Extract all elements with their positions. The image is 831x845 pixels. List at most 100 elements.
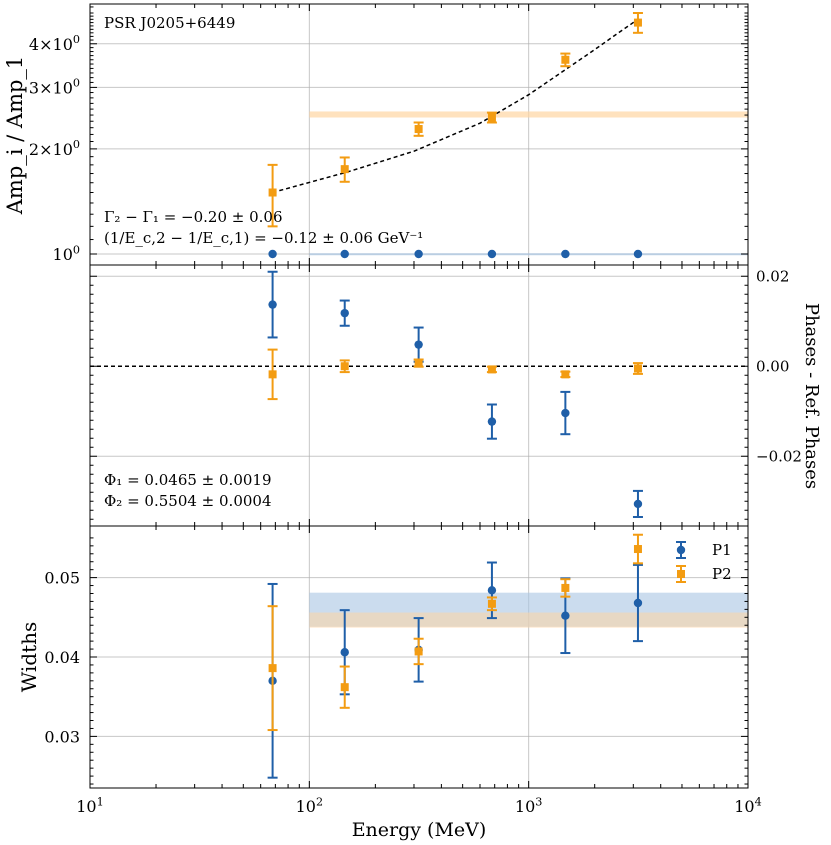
point-p2 <box>413 358 424 368</box>
x-tick-label: 101 <box>76 795 103 816</box>
point-p1 <box>632 563 643 643</box>
fit-curve <box>272 18 639 194</box>
point-p2 <box>560 52 571 68</box>
marker-circle <box>268 300 277 309</box>
marker-circle <box>561 611 570 620</box>
amplitude-annotation-cutoff: (1/E_c,2 − 1/E_c,1) = −0.12 ± 0.06 GeV⁻¹ <box>104 229 423 247</box>
marker-square <box>340 165 349 174</box>
point-p2 <box>339 156 350 183</box>
point-p1 <box>267 270 278 339</box>
energy-xlabel: Energy (MeV) <box>352 819 487 841</box>
point-p2 <box>339 665 350 709</box>
marker-circle <box>268 249 277 259</box>
point-p1 <box>632 489 643 518</box>
point-p1 <box>633 249 643 259</box>
marker-circle <box>340 648 349 657</box>
point-p2 <box>632 533 643 565</box>
point-p2 <box>486 596 497 612</box>
point-p2 <box>267 163 278 228</box>
point-p2 <box>267 348 278 401</box>
marker-square <box>487 365 496 374</box>
phase-annotation-phi2: Φ₂ = 0.5504 ± 0.0004 <box>104 492 272 510</box>
marker-circle <box>487 249 497 259</box>
point-p1 <box>486 403 497 440</box>
y-tick-label: 100 <box>53 243 80 264</box>
point-p1 <box>340 249 349 259</box>
band-p1 <box>309 253 748 256</box>
phases-ylabel: Phases - Ref. Phases <box>801 303 822 489</box>
point-p2 <box>413 637 424 666</box>
legend-p1-label: P1 <box>712 541 732 559</box>
y-tick-label: 4×100 <box>29 33 80 54</box>
tick-labels: 101 102 103 104 100 2×100 3×100 4×100 0.02 0.00 −0… <box>29 33 802 816</box>
legend-p2-marker <box>676 565 686 583</box>
widths-ylabel: Widths <box>17 622 41 693</box>
marker-circle <box>414 249 423 259</box>
point-p1 <box>413 326 424 363</box>
marker-square <box>561 583 570 592</box>
marker-square <box>561 55 570 64</box>
point-p2 <box>339 359 350 374</box>
y-tick-label: 0.04 <box>44 648 80 667</box>
legend: P1 P2 <box>676 541 732 583</box>
marker-circle <box>487 586 497 595</box>
legend-p1-marker <box>676 541 686 559</box>
marker-circle <box>414 340 423 349</box>
marker-square <box>268 188 277 197</box>
marker-square <box>633 364 642 373</box>
marker-circle <box>633 249 643 259</box>
marker-circle <box>340 308 349 318</box>
x-tick-label: 102 <box>296 795 323 816</box>
marker-circle <box>633 499 643 509</box>
marker-square <box>633 18 642 27</box>
marker-square <box>414 647 423 656</box>
point-p2 <box>486 365 497 374</box>
marker-circle <box>633 598 643 608</box>
marker-square <box>340 683 349 692</box>
point-p2 <box>560 578 571 598</box>
point-p2 <box>632 362 643 375</box>
marker-circle <box>340 249 349 259</box>
marker-square <box>487 599 496 608</box>
marker-square <box>561 370 570 379</box>
y-tick-label: −0.02 <box>756 447 802 465</box>
point-p1 <box>339 299 350 327</box>
marker-square <box>633 545 642 554</box>
band-p2 <box>309 111 748 118</box>
point-p2 <box>486 111 497 124</box>
point-p1 <box>560 390 571 436</box>
point-p1 <box>414 249 423 259</box>
y-tick-label: 0.05 <box>44 569 80 588</box>
x-tick-label: 104 <box>734 795 761 816</box>
y-tick-label: 0.00 <box>756 357 789 375</box>
point-p2 <box>267 605 278 732</box>
data-points <box>267 12 643 779</box>
band-p2 <box>309 612 748 628</box>
point-p1 <box>487 249 497 259</box>
y-tick-label: 0.02 <box>756 267 789 285</box>
phase-annotation-phi1: Φ₁ = 0.0465 ± 0.0019 <box>104 471 272 489</box>
marker-square <box>487 113 496 122</box>
model-lines <box>90 18 748 367</box>
pulsar-name: PSR J0205+6449 <box>104 14 235 32</box>
x-tick-label: 103 <box>515 795 542 816</box>
point-p1 <box>561 249 570 259</box>
y-tick-label: 0.03 <box>44 727 80 746</box>
point-p2 <box>413 121 424 137</box>
y-tick-label: 3×100 <box>29 77 80 98</box>
amplitude-ylabel: Amp_i / Amp_1 <box>3 56 27 216</box>
marker-square <box>268 664 277 673</box>
point-p1 <box>268 249 277 259</box>
panel-widths-frame <box>89 525 749 789</box>
amplitude-annotation-gamma: Γ₂ − Γ₁ = −0.20 ± 0.06 <box>104 208 283 226</box>
y-tick-label: 2×100 <box>29 138 80 159</box>
point-p2 <box>560 370 571 379</box>
legend-p2-label: P2 <box>712 565 732 583</box>
marker-square <box>414 125 423 134</box>
point-p2 <box>632 12 643 34</box>
marker-square <box>414 359 423 368</box>
marker-square <box>268 370 277 379</box>
marker-circle <box>561 249 570 259</box>
marker-circle <box>561 408 570 418</box>
